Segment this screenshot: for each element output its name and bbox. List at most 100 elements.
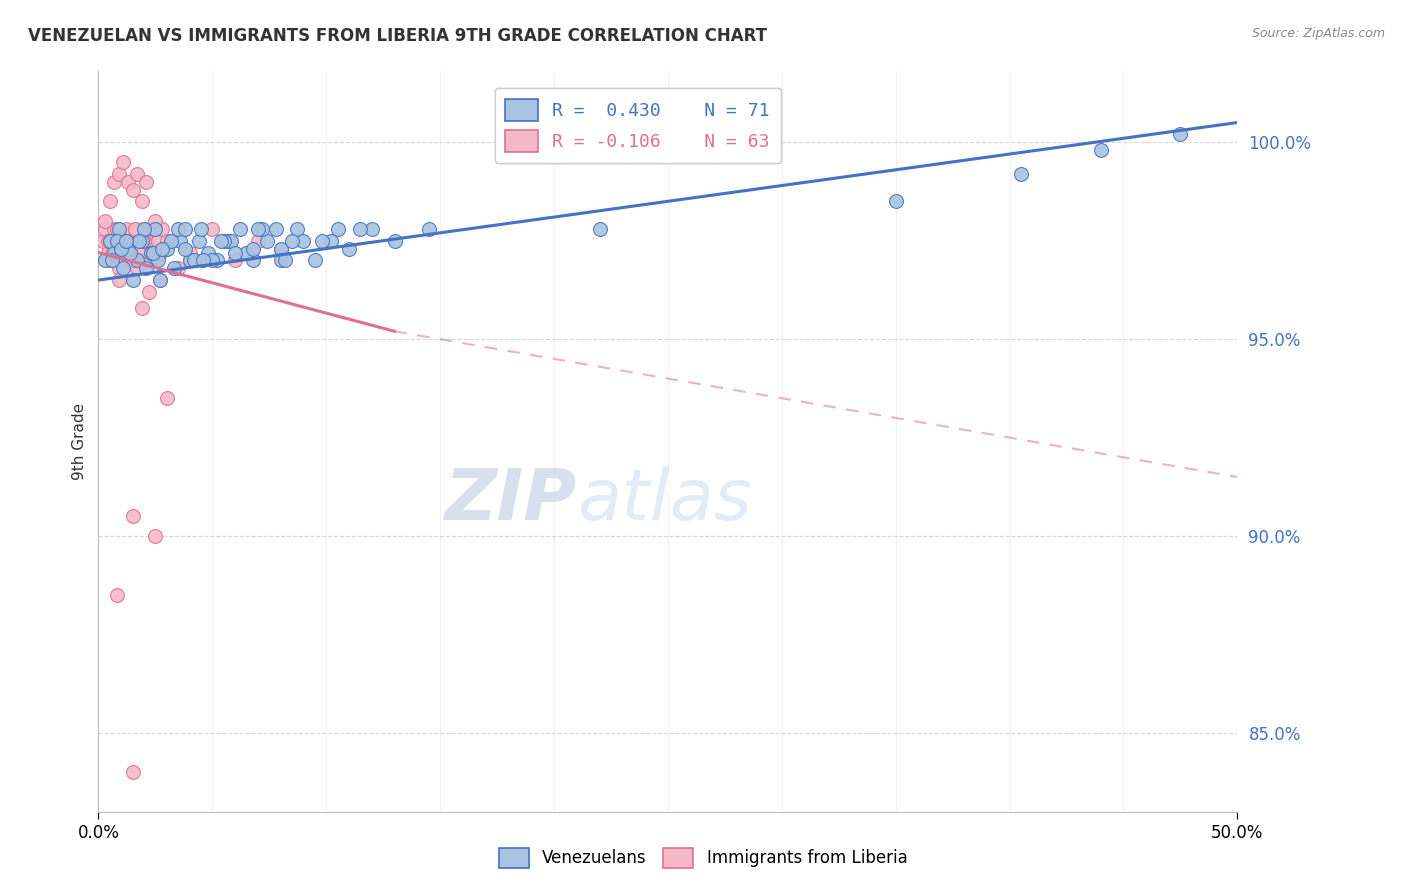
Point — [108, 273, 131, 287]
Point — [131, 245, 153, 260]
Point — [139, 245, 162, 260]
Point — [337, 242, 360, 256]
Point — [146, 234, 169, 248]
Point — [145, 214, 167, 228]
Point — [1170, 128, 1192, 142]
Point — [224, 245, 246, 260]
Point — [285, 222, 308, 236]
Point — [160, 234, 183, 248]
Point — [98, 234, 121, 248]
Point — [91, 234, 114, 248]
Point — [156, 234, 179, 248]
Point — [121, 273, 143, 287]
Point — [311, 234, 333, 248]
Point — [224, 253, 246, 268]
Point — [117, 175, 139, 189]
Point — [418, 222, 440, 236]
Point — [121, 765, 143, 780]
Point — [105, 222, 128, 236]
Point — [246, 234, 269, 248]
Point — [94, 222, 117, 236]
Point — [120, 242, 142, 256]
Point — [108, 222, 131, 236]
Point — [149, 273, 172, 287]
Point — [142, 222, 165, 236]
Point — [270, 242, 292, 256]
Point — [103, 245, 125, 260]
Point — [135, 175, 157, 189]
Point — [281, 234, 304, 248]
Point — [190, 222, 212, 236]
Point — [201, 222, 224, 236]
Point — [145, 253, 167, 268]
Point — [270, 253, 292, 268]
Point — [179, 253, 201, 268]
Point — [112, 261, 135, 276]
Point — [1090, 143, 1112, 157]
Point — [120, 234, 142, 248]
Point — [235, 245, 257, 260]
Point — [149, 245, 172, 260]
Point — [114, 222, 136, 236]
Point — [124, 222, 146, 236]
Point — [135, 261, 157, 276]
Point — [101, 253, 124, 268]
Point — [326, 222, 349, 236]
Point — [187, 234, 209, 248]
Point — [174, 222, 197, 236]
Point — [127, 253, 149, 268]
Point — [131, 301, 153, 315]
Point — [124, 222, 146, 236]
Point — [292, 234, 315, 248]
Point — [127, 167, 149, 181]
Point — [138, 234, 160, 248]
Point — [242, 242, 264, 256]
Point — [219, 234, 242, 248]
Point — [121, 242, 143, 256]
Point — [256, 234, 278, 248]
Point — [96, 234, 118, 248]
Point — [132, 222, 155, 236]
Point — [884, 194, 907, 209]
Point — [128, 234, 150, 248]
Point — [112, 155, 135, 169]
Point — [349, 222, 371, 236]
Point — [98, 194, 121, 209]
Point — [193, 253, 215, 268]
Point — [252, 222, 274, 236]
Point — [304, 253, 326, 268]
Point — [110, 242, 132, 256]
Point — [146, 253, 169, 268]
Point — [201, 253, 224, 268]
Point — [145, 222, 167, 236]
Point — [96, 245, 118, 260]
Point — [121, 182, 143, 196]
Point — [174, 242, 197, 256]
Point — [150, 222, 173, 236]
Point — [212, 234, 235, 248]
Point — [384, 234, 406, 248]
Y-axis label: 9th Grade: 9th Grade — [72, 403, 87, 480]
Point — [319, 234, 342, 248]
Point — [132, 234, 155, 248]
Point — [167, 222, 190, 236]
Point — [209, 234, 232, 248]
Point — [169, 234, 191, 248]
Text: Source: ZipAtlas.com: Source: ZipAtlas.com — [1251, 27, 1385, 40]
Point — [217, 234, 239, 248]
Point — [98, 234, 121, 248]
Point — [145, 529, 167, 543]
Point — [131, 194, 153, 209]
Point — [588, 222, 610, 236]
Point — [139, 253, 162, 268]
Point — [156, 242, 179, 256]
Point — [360, 222, 382, 236]
Point — [110, 234, 132, 248]
Legend: R =  0.430    N = 71, R = -0.106    N = 63: R = 0.430 N = 71, R = -0.106 N = 63 — [495, 87, 780, 162]
Point — [108, 261, 131, 276]
Text: VENEZUELAN VS IMMIGRANTS FROM LIBERIA 9TH GRADE CORRELATION CHART: VENEZUELAN VS IMMIGRANTS FROM LIBERIA 9T… — [28, 27, 768, 45]
Point — [127, 261, 149, 276]
Point — [117, 253, 139, 268]
Legend: Venezuelans, Immigrants from Liberia: Venezuelans, Immigrants from Liberia — [492, 841, 914, 875]
Point — [167, 261, 190, 276]
